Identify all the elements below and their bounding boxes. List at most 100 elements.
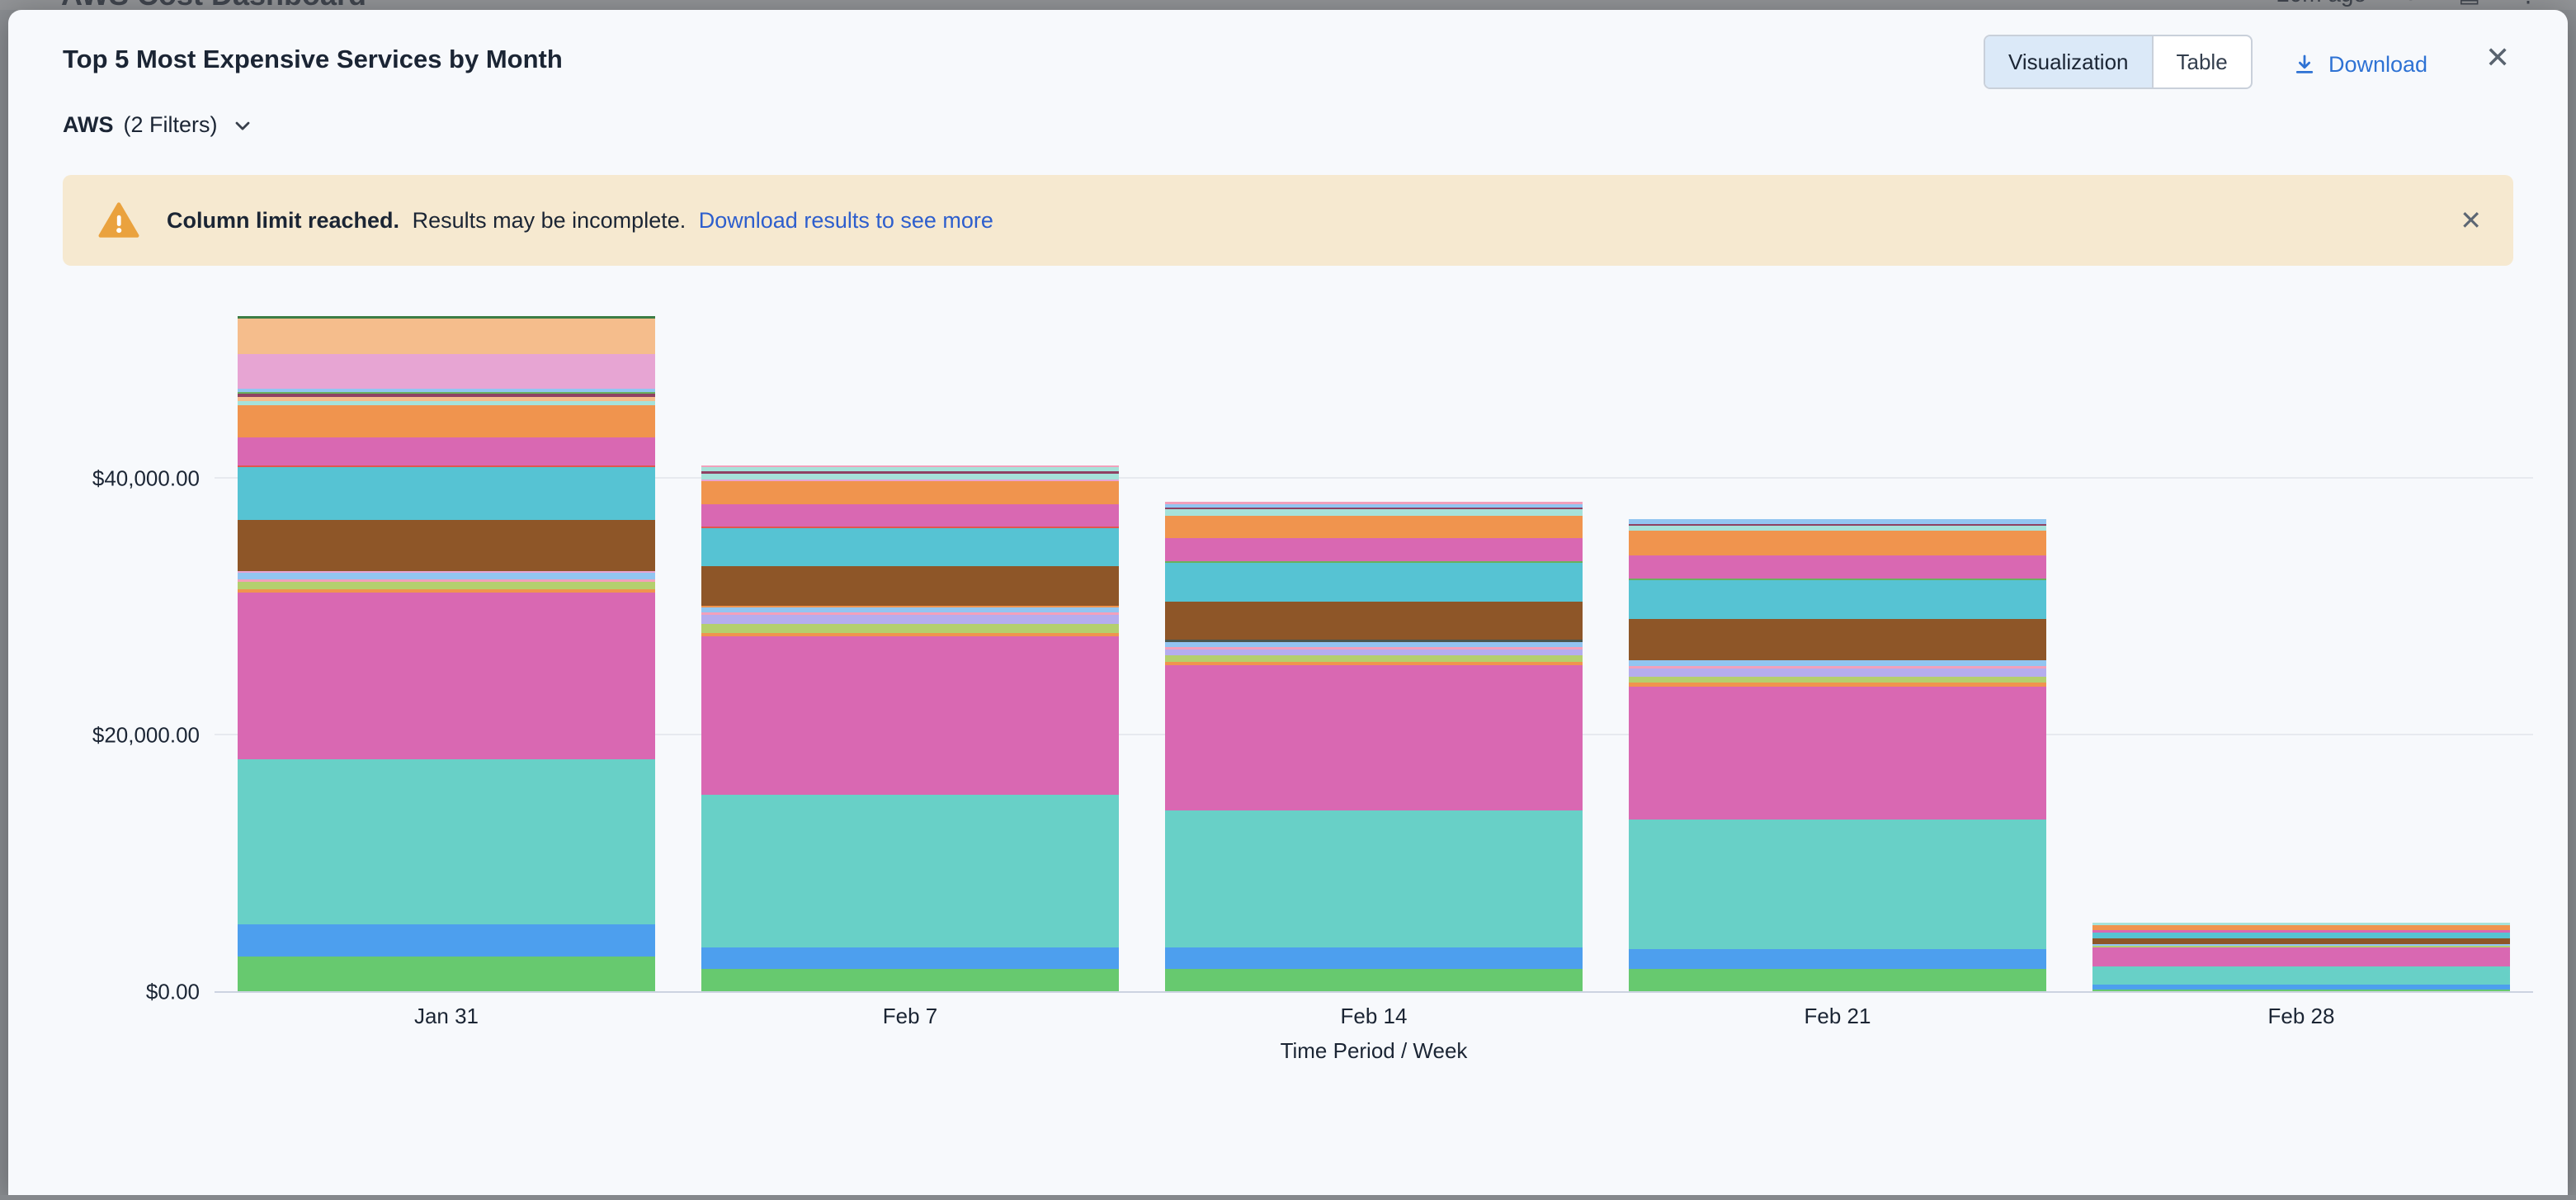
bar-segment[interactable] (2092, 947, 2511, 967)
bar-segment[interactable] (1164, 642, 1583, 648)
filter-dropdown[interactable]: AWS (2 Filters) (63, 112, 254, 138)
bar-segment[interactable] (1628, 555, 2047, 579)
stacked-bar-feb-28[interactable] (2092, 923, 2511, 992)
bar-segment[interactable] (1164, 561, 1583, 564)
bar-segment[interactable] (237, 405, 656, 438)
bar-segment[interactable] (701, 566, 1120, 607)
bar-segment[interactable] (237, 467, 656, 521)
bar-segment[interactable] (1628, 668, 2047, 677)
bar-segment[interactable] (701, 528, 1120, 567)
bar-segment[interactable] (1164, 503, 1583, 508)
bar-segment[interactable] (1164, 647, 1583, 650)
bar-segment[interactable] (1628, 683, 2047, 687)
bar-segment[interactable] (237, 401, 656, 406)
stacked-bar-feb-7[interactable] (701, 465, 1120, 992)
bar-segment[interactable] (237, 397, 656, 402)
bar-segment[interactable] (1628, 665, 2047, 669)
bar-segment[interactable] (701, 467, 1120, 472)
bar-segment[interactable] (1628, 579, 2047, 619)
bar-segment[interactable] (701, 636, 1120, 796)
bar-segment[interactable] (237, 589, 656, 593)
bar-segment[interactable] (1164, 507, 1583, 509)
banner-download-link[interactable]: Download results to see more (698, 207, 993, 233)
bar-segment[interactable] (237, 573, 656, 580)
bar-segment[interactable] (237, 593, 656, 760)
tab-table[interactable]: Table (2151, 36, 2251, 87)
bar-segment[interactable] (1164, 969, 1583, 992)
bar-segment[interactable] (701, 474, 1120, 480)
bar-segment[interactable] (1164, 665, 1583, 811)
stacked-bar-jan-31[interactable] (237, 316, 656, 992)
bar-segment[interactable] (1628, 618, 2047, 660)
bar-segment[interactable] (2092, 946, 2511, 948)
bar-segment[interactable] (1164, 640, 1583, 643)
bar-segment[interactable] (1164, 515, 1583, 539)
bar-segment[interactable] (2092, 933, 2511, 939)
bar-segment[interactable] (1628, 687, 2047, 820)
bar-segment[interactable] (1164, 947, 1583, 970)
stacked-bar-feb-14[interactable] (1164, 501, 1583, 992)
bar-segment[interactable] (1164, 662, 1583, 666)
bar-segment[interactable] (237, 392, 656, 394)
banner-close-icon[interactable]: ✕ (2460, 206, 2482, 235)
bar-segment[interactable] (2092, 923, 2511, 926)
bar-segment[interactable] (1164, 655, 1583, 663)
bar-segment[interactable] (2092, 938, 2511, 945)
bar-segment[interactable] (701, 947, 1120, 970)
bar-segment[interactable] (701, 624, 1120, 634)
bar-segment[interactable] (237, 571, 656, 574)
bar-segment[interactable] (237, 354, 656, 390)
bar-segment[interactable] (237, 389, 656, 393)
bar-segment[interactable] (701, 615, 1120, 625)
bar-segment[interactable] (2092, 930, 2511, 933)
bar-segment[interactable] (1628, 969, 2047, 992)
bar-segment[interactable] (237, 520, 656, 572)
bar-segment[interactable] (2092, 990, 2511, 992)
bar-segment[interactable] (1628, 523, 2047, 526)
bar-segment[interactable] (237, 437, 656, 466)
bar-segment[interactable] (237, 582, 656, 590)
tab-visualization[interactable]: Visualization (1985, 36, 2152, 87)
bar-segment[interactable] (237, 394, 656, 398)
bar-segment[interactable] (1628, 578, 2047, 580)
bar-segment[interactable] (1164, 810, 1583, 948)
bar-segment[interactable] (701, 612, 1120, 616)
bar-segment[interactable] (237, 924, 656, 957)
bar-segment[interactable] (1164, 538, 1583, 562)
bar-segment[interactable] (2092, 966, 2511, 985)
bar-segment[interactable] (1628, 659, 2047, 666)
bar-segment[interactable] (1164, 508, 1583, 516)
bar-segment[interactable] (701, 504, 1120, 527)
bar-segment[interactable] (1628, 525, 2047, 531)
bar-segment[interactable] (1628, 676, 2047, 683)
close-icon[interactable]: ✕ (2485, 40, 2511, 74)
bar-segment[interactable] (701, 527, 1120, 529)
bar-segment[interactable] (701, 795, 1120, 948)
bar-segment[interactable] (1164, 602, 1583, 640)
bar-segment[interactable] (237, 465, 656, 468)
bar-segment[interactable] (1164, 501, 1583, 504)
bar-segment[interactable] (701, 633, 1120, 637)
bar-segment[interactable] (2092, 985, 2511, 990)
bar-segment[interactable] (237, 316, 656, 319)
bar-segment[interactable] (1164, 563, 1583, 602)
download-button[interactable]: Download (2292, 46, 2427, 83)
stacked-bar-feb-21[interactable] (1628, 518, 2047, 992)
bar-segment[interactable] (701, 606, 1120, 608)
bar-segment[interactable] (1628, 949, 2047, 970)
bar-segment[interactable] (701, 480, 1120, 482)
bar-segment[interactable] (701, 471, 1120, 475)
bar-segment[interactable] (2092, 925, 2511, 931)
bar-segment[interactable] (1628, 820, 2047, 950)
bar-segment[interactable] (1164, 650, 1583, 656)
bar-segment[interactable] (237, 319, 656, 355)
bar-segment[interactable] (237, 579, 656, 583)
bar-segment[interactable] (237, 956, 656, 992)
bar-segment[interactable] (2092, 944, 2511, 947)
bar-segment[interactable] (1628, 530, 2047, 555)
bar-segment[interactable] (237, 759, 656, 924)
bar-segment[interactable] (701, 465, 1120, 468)
bar-segment[interactable] (701, 607, 1120, 613)
bar-segment[interactable] (1628, 518, 2047, 524)
bar-segment[interactable] (701, 969, 1120, 992)
